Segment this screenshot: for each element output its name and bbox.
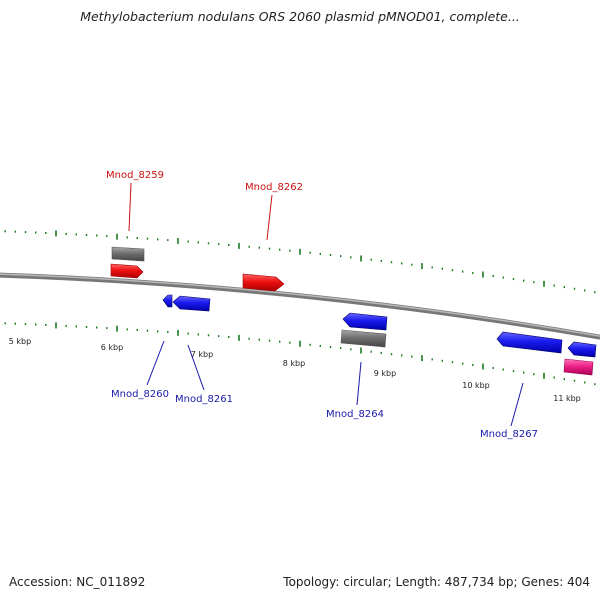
scale-label: 11 kbp bbox=[553, 394, 581, 403]
cds-feature-mnod-8264[interactable] bbox=[342, 312, 388, 331]
scale-labels: 5 kbp 6 kbp 7 kbp 8 kbp 9 kbp 10 kbp 11 … bbox=[9, 337, 581, 403]
gene-label[interactable]: Mnod_8259 bbox=[106, 170, 164, 181]
cds-feature[interactable] bbox=[567, 341, 597, 358]
gene-label[interactable]: Mnod_8261 bbox=[175, 394, 233, 405]
cds-feature-mnod-8260[interactable] bbox=[162, 294, 173, 308]
cds-feature-mnod-8262[interactable] bbox=[242, 273, 285, 292]
cds-feature-mnod-8259[interactable] bbox=[110, 263, 144, 279]
map-title: Methylobacterium nodulans ORS 2060 plasm… bbox=[80, 9, 520, 24]
scale-label: 9 kbp bbox=[374, 369, 396, 378]
scale-label: 8 kbp bbox=[283, 359, 305, 368]
scale-label: 7 kbp bbox=[191, 350, 213, 359]
gene-label[interactable]: Mnod_8262 bbox=[245, 182, 303, 193]
cds-feature-mnod-8261[interactable] bbox=[172, 295, 211, 312]
scale-label: 10 kbp bbox=[462, 381, 490, 390]
forward-features bbox=[110, 246, 285, 292]
leader-lines bbox=[128, 182, 524, 427]
gene-label[interactable]: Mnod_8264 bbox=[326, 409, 384, 420]
gene-label[interactable]: Mnod_8267 bbox=[480, 429, 538, 440]
outer-tick-track bbox=[4, 230, 596, 294]
genome-stats-text: Topology: circular; Length: 487,734 bp; … bbox=[283, 575, 590, 589]
pseudo-feature[interactable] bbox=[111, 246, 145, 262]
cds-feature-mnod-8267[interactable] bbox=[496, 331, 563, 354]
scale-label: 5 kbp bbox=[9, 337, 31, 346]
pseudo-feature[interactable] bbox=[340, 329, 387, 348]
genome-backbone bbox=[0, 272, 600, 340]
inner-tick-track bbox=[4, 322, 596, 386]
scale-label: 6 kbp bbox=[101, 343, 123, 352]
reverse-features bbox=[162, 294, 597, 376]
gene-labels: Mnod_8259 Mnod_8262 Mnod_8260 Mnod_8261 … bbox=[106, 170, 538, 440]
gene-label[interactable]: Mnod_8260 bbox=[111, 389, 169, 400]
accession-text: Accession: NC_011892 bbox=[9, 575, 146, 589]
rna-feature[interactable] bbox=[563, 358, 594, 376]
